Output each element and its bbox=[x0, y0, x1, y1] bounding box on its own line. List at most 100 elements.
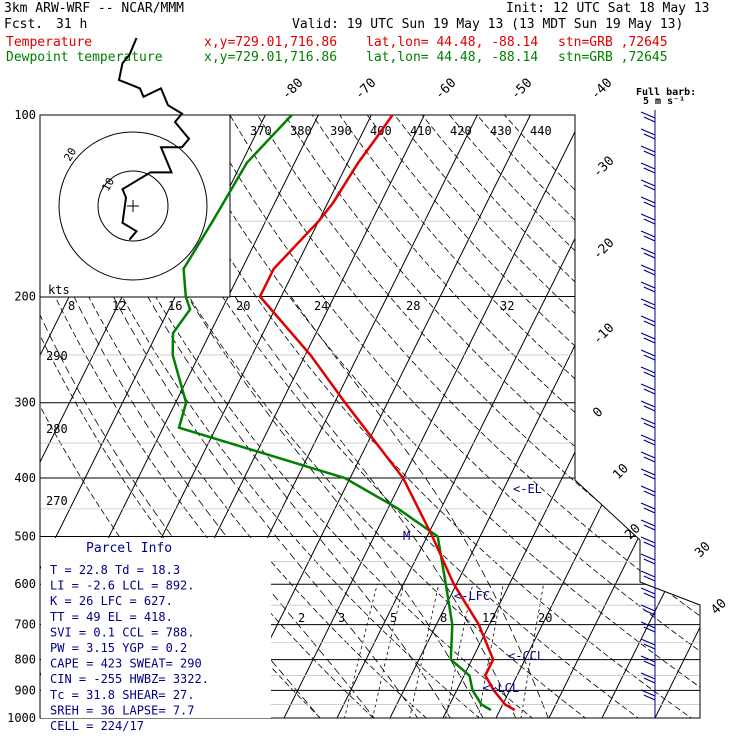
hodograph-ring-label: 20 bbox=[61, 146, 79, 164]
theta-label: 380 bbox=[290, 124, 312, 138]
skewed-temp-label: -50 bbox=[508, 76, 535, 103]
skewed-temp-label: 0 bbox=[590, 405, 606, 421]
moist-adiabat-line bbox=[187, 296, 491, 718]
wind-barb-flag bbox=[643, 337, 656, 344]
skewed-temp-label: -40 bbox=[588, 76, 615, 103]
wind-barb-flag bbox=[640, 519, 656, 527]
pressure-tick-label: 500 bbox=[14, 529, 36, 543]
parcel-info-box: Parcel Info T = 22.8 Td = 18.3 LI = -2.6 L… bbox=[41, 538, 271, 733]
hodograph-inset: 20 10 kts bbox=[39, 37, 231, 298]
mixing-ratio-label: 2 bbox=[298, 611, 305, 625]
mixing-ratio-label: 3 bbox=[338, 611, 345, 625]
pressure-tick-label: 900 bbox=[14, 683, 36, 697]
level-label: <-CCL bbox=[508, 649, 544, 663]
theta-label: 410 bbox=[410, 124, 432, 138]
dry-adiabat-line bbox=[92, 115, 603, 718]
temperature-xy: x,y=729.01,716.86 bbox=[204, 35, 338, 50]
wind-barb-flag bbox=[643, 677, 656, 684]
wind-barb-flag bbox=[643, 507, 656, 514]
level-label: M bbox=[403, 529, 410, 543]
skewed-temp-label: 20 bbox=[622, 521, 644, 543]
dewpoint-legend: Dewpoint temperature bbox=[6, 50, 163, 65]
skewed-temp-label: -20 bbox=[590, 236, 617, 263]
hodograph-speed-label: 32 bbox=[500, 299, 514, 313]
valid-time: Valid: 19 UTC Sun 19 May 13 (13 MDT Sun … bbox=[292, 17, 684, 32]
wind-barb-flag bbox=[640, 298, 656, 306]
wind-barb-flag bbox=[643, 422, 656, 429]
moist-adiabat-line bbox=[147, 296, 459, 718]
isotherm-line bbox=[277, 115, 584, 718]
wind-barb-flag bbox=[643, 150, 656, 157]
wind-barb-flag bbox=[643, 405, 656, 412]
mixing-ratio-line bbox=[369, 584, 405, 718]
wind-barb-flag bbox=[640, 128, 656, 136]
pressure-tick-label: 800 bbox=[14, 653, 36, 667]
temperature-latlon: lat,lon= 44.48, -88.14 bbox=[366, 35, 539, 50]
wind-barb-flag bbox=[643, 456, 656, 463]
wind-barb-flag bbox=[640, 264, 656, 272]
dry-adiabat-line bbox=[64, 115, 549, 718]
hodograph-ring-10 bbox=[97, 170, 169, 242]
moist-adiabat-line bbox=[112, 296, 427, 718]
parcel-row: SVI = 0.1 CCL = 788. bbox=[50, 625, 195, 639]
temperature-station: stn=GRB ,72645 bbox=[558, 35, 668, 50]
hodograph-speed-label: 12 bbox=[112, 299, 126, 313]
dry-adiabat-line bbox=[421, 115, 700, 718]
wind-barb-flag bbox=[643, 473, 656, 480]
dewpoint-trace bbox=[171, 114, 492, 712]
wind-barb-flag bbox=[640, 621, 656, 629]
wind-barb-flag bbox=[640, 366, 656, 374]
wind-barb-flag bbox=[643, 116, 656, 123]
dry-adiabat-line bbox=[476, 115, 700, 718]
parcel-row: T = 22.8 Td = 18.3 bbox=[50, 563, 180, 577]
parcel-row: SREH = 36 LAPSE= 7.7 bbox=[50, 703, 195, 717]
wind-barb-flag bbox=[640, 417, 656, 425]
wind-barbs: Full barb:5 m s⁻¹ bbox=[636, 87, 696, 718]
wind-barb-flag bbox=[643, 133, 656, 140]
wind-barb-flag bbox=[640, 536, 656, 544]
wind-barb-flag bbox=[640, 638, 656, 646]
theta-left-label: 270 bbox=[46, 494, 68, 508]
wind-barb-flag bbox=[643, 303, 656, 310]
theta-left-label: 290 bbox=[46, 349, 68, 363]
hodograph-units: kts bbox=[48, 283, 70, 297]
dry-adiabat-line bbox=[394, 115, 700, 718]
wind-barb-flag bbox=[640, 111, 656, 119]
dewpoint-station: stn=GRB ,72645 bbox=[558, 50, 668, 65]
moist-adiabat-line bbox=[40, 296, 332, 718]
wind-barb-flag bbox=[643, 439, 656, 446]
wind-barb-flag bbox=[640, 502, 656, 510]
temperature-trace bbox=[258, 114, 516, 712]
wind-barb-flag bbox=[640, 383, 656, 391]
wind-barb-flag bbox=[640, 553, 656, 561]
hodograph-speed-label: 20 bbox=[236, 299, 250, 313]
mixing-ratio-label: 12 bbox=[482, 611, 496, 625]
pressure-tick-label: 100 bbox=[14, 108, 36, 122]
barb-legend-label: Full barb: bbox=[636, 87, 696, 98]
wind-barb-flag bbox=[640, 689, 656, 697]
forecast-label: Fcst. bbox=[4, 17, 44, 32]
parcel-box-bg bbox=[41, 538, 271, 718]
wind-barb-flag bbox=[643, 201, 656, 208]
wind-barb-flag bbox=[640, 145, 656, 153]
wind-barb-flag bbox=[640, 281, 656, 289]
isotherm-line bbox=[224, 115, 531, 718]
wind-barb-flag bbox=[640, 247, 656, 255]
wind-barb-flag bbox=[640, 604, 656, 612]
hodograph-trace bbox=[117, 37, 191, 241]
isotherm-line bbox=[489, 115, 700, 718]
isotherm-line bbox=[648, 115, 700, 718]
skewed-temp-label: -30 bbox=[590, 154, 617, 181]
wind-barb-flag bbox=[640, 655, 656, 663]
pressure-tick-label: 600 bbox=[14, 577, 36, 591]
theta-label: 390 bbox=[330, 124, 352, 138]
pressure-tick-label: 700 bbox=[14, 618, 36, 632]
wind-barb-flag bbox=[643, 660, 656, 667]
hodograph-speed-label: 16 bbox=[168, 299, 182, 313]
barb-legend-units: 5 m s⁻¹ bbox=[643, 96, 685, 107]
parcel-row: TT = 49 EL = 418. bbox=[50, 610, 173, 624]
wind-barb-flag bbox=[640, 213, 656, 221]
wind-barb-flag bbox=[640, 451, 656, 459]
